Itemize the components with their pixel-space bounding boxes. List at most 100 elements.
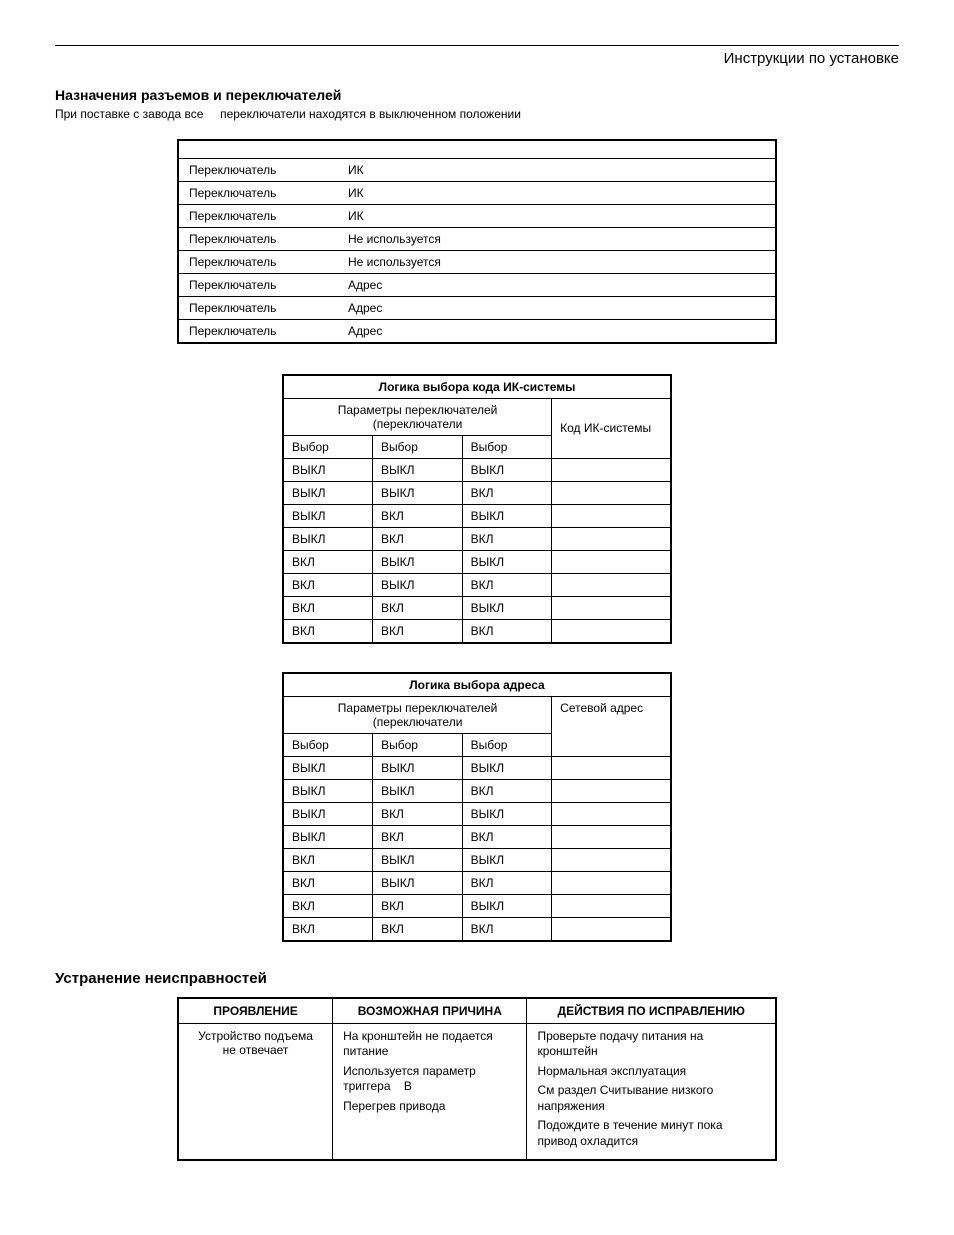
ir-code-table: Логика выбора кода ИК-системы Параметры … <box>282 374 672 644</box>
table-row: ВКЛВКЛВКЛ <box>283 619 671 643</box>
t1-cell-a: Переключатель <box>178 319 338 343</box>
t1-cell-a: Переключатель <box>178 273 338 296</box>
t4-r1c1a: Устройство подъема <box>189 1029 322 1043</box>
t4-r1c3d: Подождите в течение минут пока привод ох… <box>537 1118 765 1149</box>
t4-r1c3a: Проверьте подачу питания на кронштейн <box>537 1029 765 1060</box>
cell <box>552 871 671 894</box>
t1-cell-b: Адрес <box>338 296 776 319</box>
troubleshoot-table: ПРОЯВЛЕНИЕ ВОЗМОЖНАЯ ПРИЧИНА ДЕЙСТВИЯ ПО… <box>177 997 777 1161</box>
table-row: ВКЛВЫКЛВКЛ <box>283 573 671 596</box>
table-row: ПереключательАдрес <box>178 319 776 343</box>
t4-h1: ПРОЯВЛЕНИЕ <box>178 998 333 1024</box>
table-row: ПереключательИК <box>178 204 776 227</box>
t2-title: Логика выбора кода ИК-системы <box>283 375 671 399</box>
cell: ВКЛ <box>373 802 463 825</box>
cell: ВЫКЛ <box>283 802 373 825</box>
cell: ВКЛ <box>283 917 373 941</box>
cell <box>552 619 671 643</box>
cell: ВКЛ <box>462 871 552 894</box>
cell <box>552 825 671 848</box>
cell <box>552 894 671 917</box>
cell: ВКЛ <box>283 848 373 871</box>
table-row: ВЫКЛВЫКЛВЫКЛ <box>283 458 671 481</box>
section2-title: Устранение неисправностей <box>55 970 899 987</box>
t1-cell-a: Переключатель <box>178 204 338 227</box>
t2-h1: Выбор <box>283 435 373 458</box>
table-row: ВКЛВКЛВКЛ <box>283 917 671 941</box>
cell: ВКЛ <box>283 550 373 573</box>
t1-cell-a: Переключатель <box>178 181 338 204</box>
t4-h2: ВОЗМОЖНАЯ ПРИЧИНА <box>333 998 527 1024</box>
cell: ВЫКЛ <box>283 527 373 550</box>
cell: ВКЛ <box>283 894 373 917</box>
t3-h2: Выбор <box>373 733 463 756</box>
cell: ВКЛ <box>373 825 463 848</box>
cell <box>552 481 671 504</box>
cell: ВЫКЛ <box>283 779 373 802</box>
cell: ВКЛ <box>373 917 463 941</box>
cell: ВЫКЛ <box>283 756 373 779</box>
table-row: ПереключательАдрес <box>178 296 776 319</box>
lead-b: переключатели находятся в выключенном по… <box>220 107 521 121</box>
t2-h4: Код ИК-системы <box>552 398 671 458</box>
cell: ВЫКЛ <box>373 779 463 802</box>
cell <box>552 917 671 941</box>
cell: ВЫКЛ <box>462 756 552 779</box>
table-row: ВКЛВКЛВЫКЛ <box>283 596 671 619</box>
top-rule <box>55 45 899 46</box>
cell: ВКЛ <box>373 504 463 527</box>
cell <box>552 458 671 481</box>
section1-title: Назначения разъемов и переключателей <box>55 87 899 103</box>
table-row: ВКЛВЫКЛВЫКЛ <box>283 848 671 871</box>
cell: ВКЛ <box>462 481 552 504</box>
cell: ВЫКЛ <box>462 596 552 619</box>
t4-r1c2: На кронштейн не подается питание Использ… <box>333 1023 527 1160</box>
cell: ВЫКЛ <box>462 504 552 527</box>
page-header: Инструкции по установке <box>55 50 899 67</box>
t4-r1c3c: См раздел Считывание низкого напряжения <box>537 1083 765 1114</box>
cell: ВКЛ <box>373 596 463 619</box>
t4-r1c2a: На кронштейн не подается питание <box>343 1029 516 1060</box>
table-row: Устройство подъема не отвечает На кроншт… <box>178 1023 776 1160</box>
t1-cell-a: Переключатель <box>178 250 338 273</box>
cell <box>552 550 671 573</box>
t4-r1c2b: Используется параметр триггера В <box>343 1064 516 1095</box>
t2-h2: Выбор <box>373 435 463 458</box>
t1-cell-a: Переключатель <box>178 296 338 319</box>
cell: ВКЛ <box>462 573 552 596</box>
t1-cell-a: Переключатель <box>178 158 338 181</box>
cell: ВКЛ <box>283 573 373 596</box>
cell: ВКЛ <box>462 917 552 941</box>
table-row: ВКЛВКЛВЫКЛ <box>283 894 671 917</box>
t1-cell-b: ИК <box>338 158 776 181</box>
cell <box>552 596 671 619</box>
t3-h1: Выбор <box>283 733 373 756</box>
table-row: ВЫКЛВЫКЛВЫКЛ <box>283 756 671 779</box>
t4-r1c2c: Перегрев привода <box>343 1099 516 1115</box>
t1-cell-b: Адрес <box>338 273 776 296</box>
table-row: ВКЛВЫКЛВКЛ <box>283 871 671 894</box>
t4-r1c3b: Нормальная эксплуатация <box>537 1064 765 1080</box>
cell: ВКЛ <box>462 779 552 802</box>
cell: ВКЛ <box>373 527 463 550</box>
table-row: ПереключательИК <box>178 158 776 181</box>
t1-cell-b: Не используется <box>338 227 776 250</box>
cell: ВЫКЛ <box>373 871 463 894</box>
table-row: ПереключательНе используется <box>178 227 776 250</box>
cell: ВЫКЛ <box>373 573 463 596</box>
t4-r1c3: Проверьте подачу питания на кронштейн Но… <box>527 1023 776 1160</box>
t1-cell-a: Переключатель <box>178 227 338 250</box>
cell: ВЫКЛ <box>283 504 373 527</box>
table-row: ВЫКЛВКЛВКЛ <box>283 527 671 550</box>
t4-r1c1b: не отвечает <box>189 1043 322 1057</box>
t1-cell-b: Не используется <box>338 250 776 273</box>
cell: ВКЛ <box>373 894 463 917</box>
t4-h3: ДЕЙСТВИЯ ПО ИСПРАВЛЕНИЮ <box>527 998 776 1024</box>
cell: ВЫКЛ <box>373 756 463 779</box>
t3-h4: Сетевой адрес <box>552 696 671 756</box>
section1-lead: При поставке с завода все переключатели … <box>55 107 899 121</box>
cell: ВЫКЛ <box>283 458 373 481</box>
cell: ВЫКЛ <box>283 825 373 848</box>
cell: ВЫКЛ <box>462 848 552 871</box>
table-row: ПереключательИК <box>178 181 776 204</box>
